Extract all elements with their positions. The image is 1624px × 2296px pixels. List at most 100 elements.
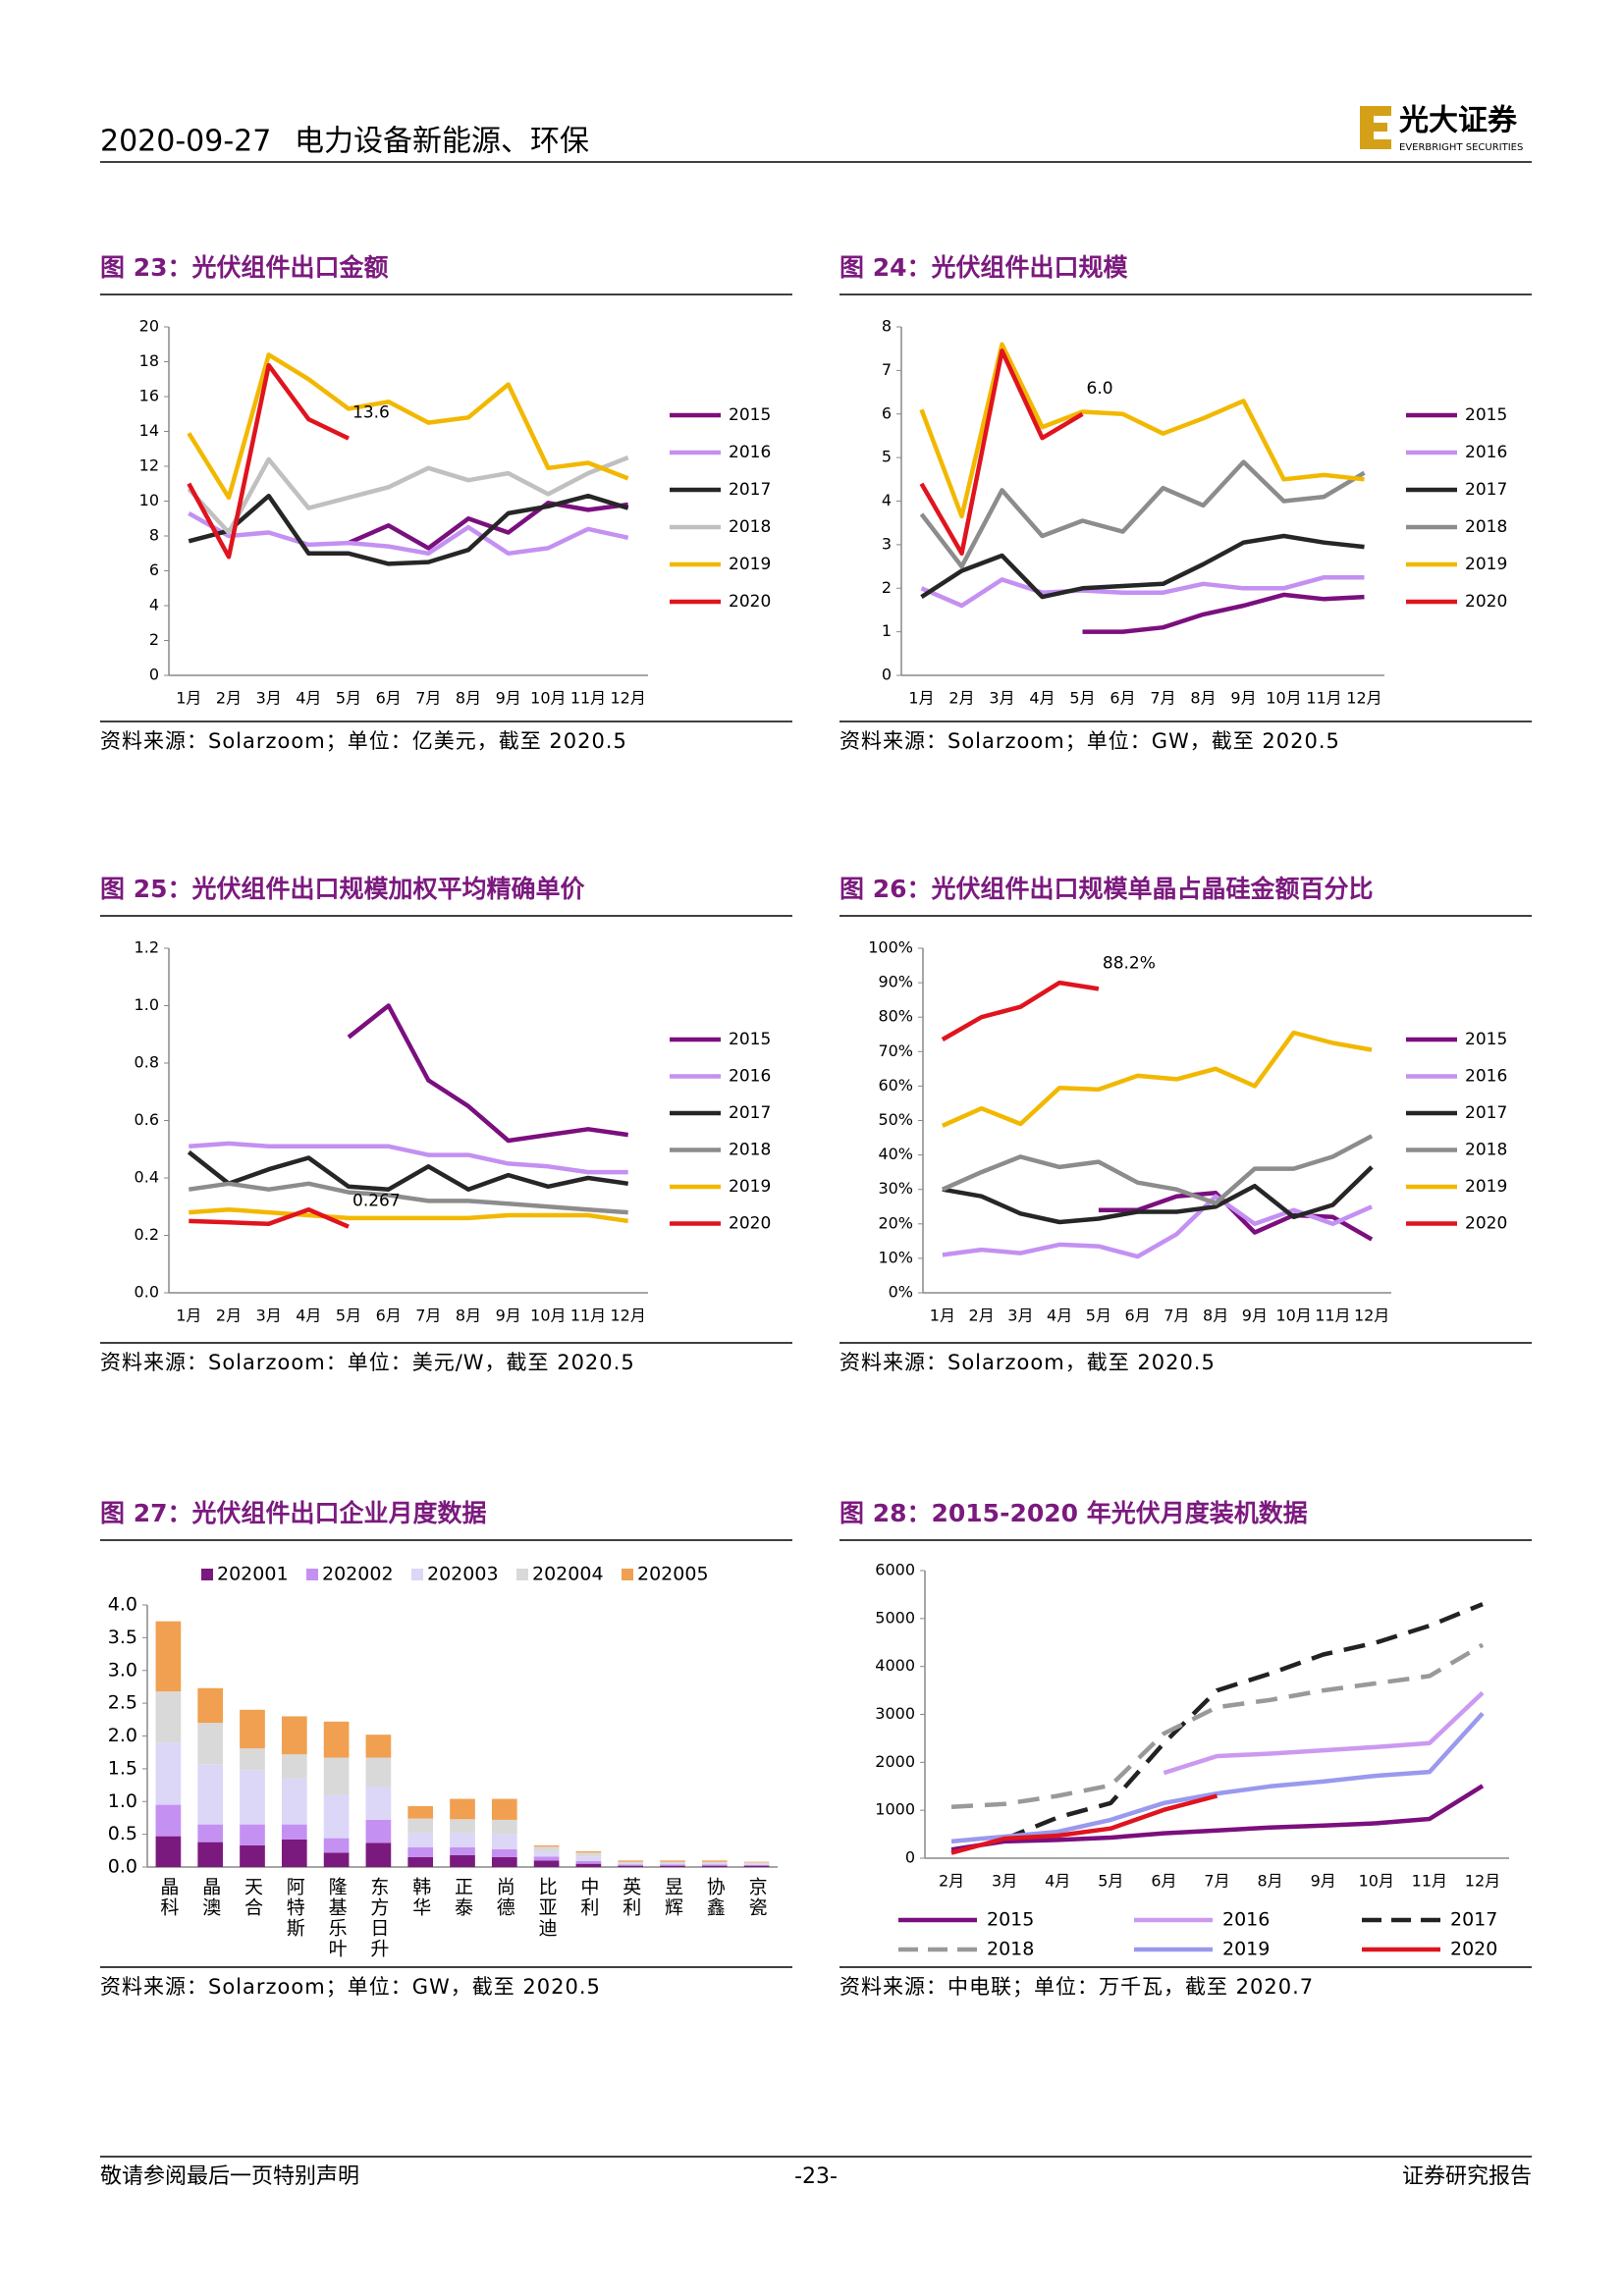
y-tick-label: 3 [882,534,892,553]
bar-segment [197,1824,224,1842]
bar-segment [240,1748,265,1771]
y-tick-label: 20 [139,317,159,336]
x-tick-label: 1月 [908,689,934,708]
x-tick-label: 12月 [1346,689,1381,708]
x-tick-label: 5月 [1098,1872,1123,1891]
x-tick-label: 6月 [376,1307,402,1325]
series-line [187,1149,629,1192]
bar-segment [743,1863,770,1865]
x-tick-label: 8月 [456,689,481,708]
figure-source: 资料来源：Solarzoom；单位：GW，截至 2020.5 [100,1975,601,1999]
y-tick-label: 4 [149,596,159,614]
y-tick-label: 6000 [875,1561,915,1579]
bar-segment [575,1860,602,1864]
legend-label: 2018 [987,1939,1034,1960]
bar-segment [281,1754,307,1779]
y-tick-label: 18 [139,351,159,370]
bar-segment [155,1742,182,1805]
bar-segment [491,1848,517,1857]
x-tick-label: 9月 [1311,1872,1336,1891]
legend-label: 2020 [1465,592,1507,612]
bar-segment [281,1716,307,1755]
x-tick-label: 12月 [1465,1872,1500,1891]
x-tick-label: 4月 [1047,1307,1072,1325]
y-tick-label: 0.0 [108,1856,137,1878]
legend-label: 2017 [729,1103,771,1123]
bar-segment [743,1865,770,1867]
x-tick-label: 3月 [992,1872,1017,1891]
x-tick-label: 9月 [1230,689,1256,708]
series-line [942,1194,1374,1259]
x-tick-label: 1月 [176,1307,201,1325]
y-tick-label: 1.2 [135,938,159,957]
x-tick-label: 8月 [1257,1872,1282,1891]
bar-segment [743,1864,770,1866]
footer-disclaimer: 敬请参阅最后一页特别声明 [100,2164,359,2189]
x-tick-label: 8月 [456,1307,481,1325]
series-line [950,1711,1485,1844]
legend-swatch [516,1569,528,1580]
series-line [347,1003,629,1144]
bar-segment [450,1846,475,1855]
bar-segment [197,1687,224,1724]
series-line [1082,592,1365,634]
x-tick-label: 协鑫 [704,1877,726,1918]
x-tick-label: 6月 [376,689,402,708]
x-tick-label: 2月 [216,689,242,708]
x-tick-label: 比亚迪 [536,1877,558,1939]
logo-mark [1360,106,1374,149]
bar-segment [575,1856,602,1861]
y-tick-label: 10% [878,1248,913,1266]
bar-segment [240,1824,265,1845]
bar-segment [281,1839,307,1867]
bar-segment [155,1836,182,1867]
bar-segment [660,1864,685,1866]
bar-segment [197,1723,224,1765]
y-tick-label: 0 [905,1848,915,1867]
legend-swatch [306,1569,318,1580]
y-tick-label: 0 [882,666,892,684]
x-tick-label: 阿特斯 [284,1877,305,1939]
legend-swatch [201,1569,213,1580]
bar-segment [491,1819,517,1835]
series-line [941,980,1100,1041]
series-line [941,1030,1373,1128]
bar-segment [407,1856,434,1867]
logo-text: 光大证券 [1399,104,1518,138]
x-tick-label: 晶科 [157,1877,179,1918]
legend-swatch [411,1569,423,1580]
legend-label: 2015 [729,1030,771,1049]
bar-segment [281,1778,307,1825]
series-line [919,348,1084,557]
y-tick-label: 7 [882,360,892,379]
y-tick-label: 4000 [875,1656,915,1675]
legend-label: 2016 [1222,1909,1270,1931]
bar-segment [323,1757,350,1795]
legend-label: 2019 [1465,1177,1507,1197]
logo-mark [1374,106,1391,116]
series-line [348,501,628,551]
legend-label: 2016 [729,1067,771,1087]
series-line [187,455,629,535]
bar-segment [155,1691,182,1743]
bar-segment [660,1865,685,1867]
x-tick-label: 2月 [216,1307,242,1325]
bar-segment [450,1819,475,1834]
y-tick-label: 60% [878,1076,913,1095]
y-tick-label: 0% [889,1283,913,1302]
x-tick-label: 天合 [242,1877,263,1918]
x-tick-label: 中利 [577,1877,599,1918]
x-tick-label: 9月 [496,689,521,708]
x-tick-label: 12月 [610,689,645,708]
x-tick-label: 9月 [496,1307,521,1325]
x-tick-label: 4月 [1045,1872,1070,1891]
y-tick-label: 5 [882,448,892,466]
y-tick-label: 1 [882,621,892,640]
bar-segment [240,1844,265,1867]
bar-segment [743,1862,770,1864]
y-tick-label: 12 [139,456,159,475]
bar-segment [240,1709,265,1749]
y-tick-label: 1.0 [135,995,159,1014]
figure-source: 资料来源：Solarzoom；单位：GW，截至 2020.5 [839,729,1340,753]
